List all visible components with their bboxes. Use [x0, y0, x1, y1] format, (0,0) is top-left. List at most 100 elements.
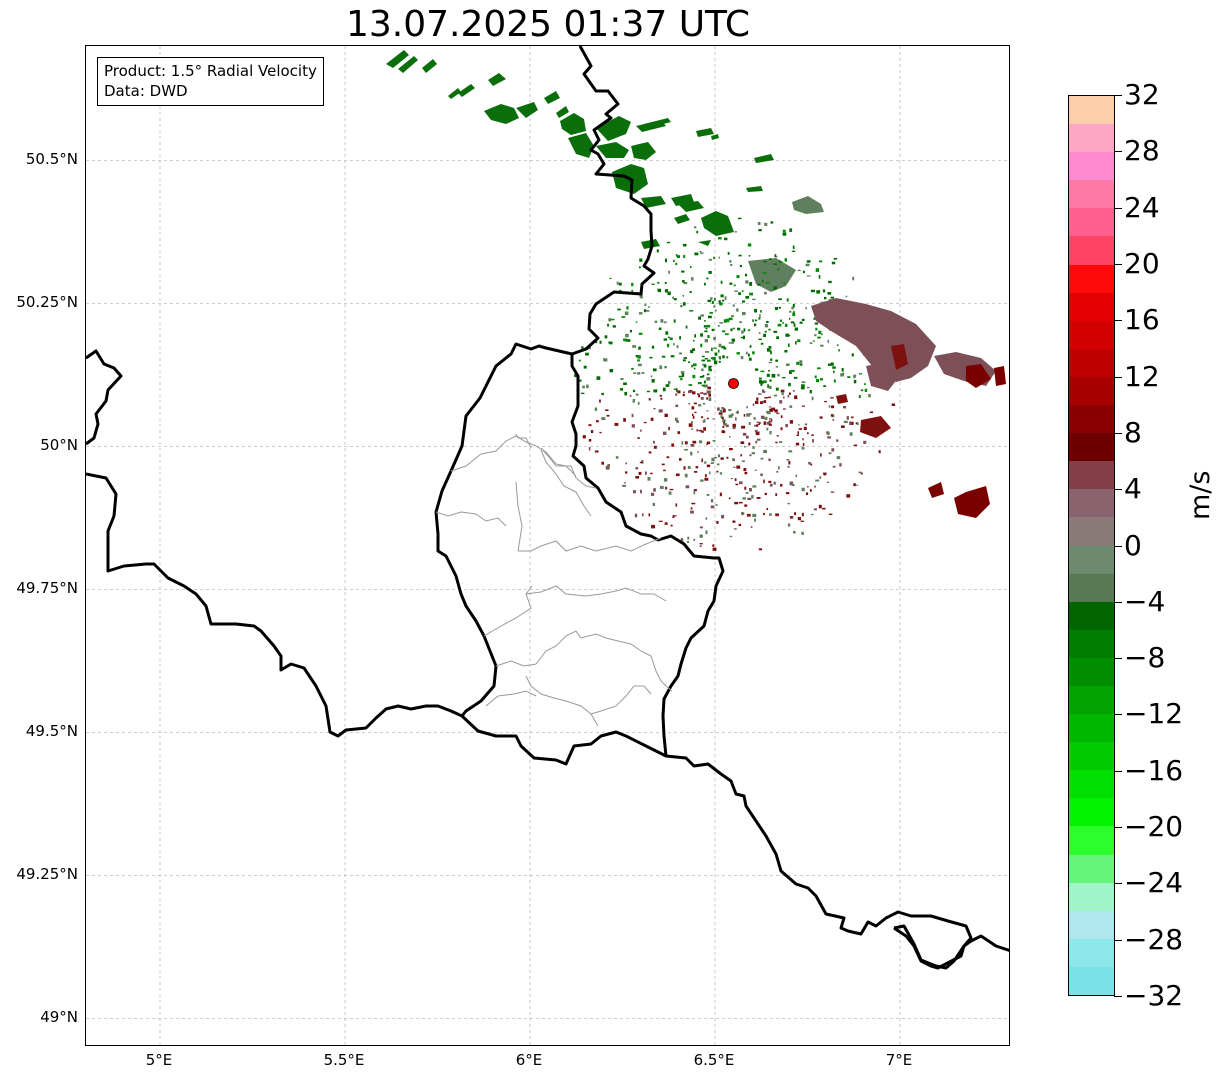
echo-pixel	[726, 424, 729, 428]
echo-pixel	[719, 472, 723, 475]
echo-pixel	[764, 416, 768, 420]
echo-pixel	[680, 538, 683, 540]
radar-site-marker[interactable]	[728, 378, 739, 389]
echo-pixel	[693, 363, 697, 367]
echo-pixel	[741, 512, 745, 515]
echo-pixel	[693, 490, 696, 495]
echo-pixel	[759, 422, 761, 424]
echo-pixel	[756, 397, 759, 401]
colorbar-tick-mark	[1114, 95, 1122, 96]
echo-pixel	[717, 325, 720, 327]
echo-pixel	[664, 413, 668, 417]
echo-pixel	[722, 419, 726, 422]
border-germany-belgium-luxembourg	[570, 46, 725, 757]
echo-pixel	[634, 513, 638, 518]
echo-pixel	[676, 255, 680, 258]
echo-pixel	[635, 476, 640, 478]
echo-pixel	[726, 356, 729, 359]
echo-pixel	[775, 359, 779, 362]
map-panel[interactable]	[85, 45, 1010, 1046]
echo-pixel	[637, 359, 640, 362]
echo-pixel	[758, 377, 762, 380]
echo-pixel	[764, 492, 767, 496]
echo-pixel	[742, 497, 746, 500]
echo-pixel	[812, 439, 814, 443]
echo-pixel	[820, 453, 822, 457]
echo-pixel	[773, 394, 778, 397]
echo-pixel	[856, 484, 859, 486]
echo-pixel	[851, 353, 854, 357]
colorbar-tick-label: −16	[1124, 753, 1184, 787]
echo-pixel	[638, 346, 641, 350]
echo-pixel	[754, 518, 756, 522]
echo-pixel	[814, 485, 816, 488]
echo-pixel	[755, 368, 759, 371]
echo-pixel	[783, 408, 786, 410]
echo-pixel	[708, 393, 711, 397]
echo-pixel	[752, 403, 755, 406]
echo-pixel	[692, 415, 695, 419]
echo-pixel	[706, 410, 709, 412]
echo-pixel	[802, 443, 805, 447]
echo-pixel	[698, 316, 701, 320]
echo-pixel	[635, 393, 639, 396]
echo-pixel	[652, 502, 655, 506]
echo-pixel	[822, 289, 826, 293]
echo-pixel	[716, 463, 720, 466]
echo-pixel	[832, 366, 836, 369]
map-canvas[interactable]	[86, 46, 1010, 1046]
echo-pixel	[764, 323, 768, 328]
lat-label: 49.25°N	[16, 865, 78, 884]
echo-pixel	[830, 491, 835, 493]
echo-pixel	[662, 387, 666, 392]
lat-label: 49.75°N	[16, 579, 78, 598]
info-product: Product: 1.5° Radial Velocity	[104, 62, 317, 80]
echo-pixel	[841, 368, 844, 372]
echo-pixel	[673, 343, 675, 346]
echo-pixel	[665, 384, 670, 387]
echo-pixel	[745, 492, 749, 494]
echo-pixel	[715, 504, 718, 506]
echo-pixel	[746, 513, 751, 517]
echo-pixel	[767, 348, 771, 352]
echo-pixel	[639, 294, 643, 298]
echo-pixel	[653, 389, 658, 393]
lat-label: 50°N	[40, 436, 78, 455]
echo-pixel	[632, 345, 637, 348]
echo-pixel	[714, 360, 718, 365]
echo-pixel	[769, 379, 772, 382]
echo-pixel	[663, 321, 667, 324]
echo-pixel	[651, 525, 656, 528]
echo-pixel	[858, 373, 863, 375]
echo-pixel	[708, 390, 712, 393]
echo-pixel	[715, 309, 717, 312]
echo-pixel	[675, 404, 679, 407]
echo-pixel	[757, 283, 761, 286]
echo-pixel	[675, 254, 678, 257]
echo-pixel	[852, 276, 855, 281]
radar-site-dot[interactable]	[728, 378, 739, 389]
echo-pixel	[712, 440, 716, 442]
echo-pixel	[702, 402, 706, 405]
echo-pixel	[728, 497, 731, 500]
echo-pixel	[707, 386, 711, 390]
echo-pixel	[737, 327, 741, 331]
echo-pixel	[719, 492, 722, 497]
colorbar-segment	[1069, 433, 1114, 462]
echo-pixel	[821, 333, 823, 336]
echo-pixel	[690, 349, 694, 354]
colorbar-segment	[1069, 798, 1114, 827]
echo-pixel	[699, 545, 702, 547]
echo-pixel	[741, 460, 745, 463]
echo-pixel	[792, 312, 796, 317]
echo-pixel	[691, 406, 695, 410]
echo-pixel	[766, 427, 769, 431]
echo-pixel	[705, 530, 708, 535]
district-boundary	[525, 585, 667, 602]
echo-pixel	[694, 334, 696, 338]
echo-pixel	[700, 252, 704, 254]
echo-pixel	[811, 396, 814, 401]
echo-pixel	[676, 420, 679, 423]
echo-pixel	[711, 328, 715, 332]
echo-pixel	[648, 451, 652, 454]
